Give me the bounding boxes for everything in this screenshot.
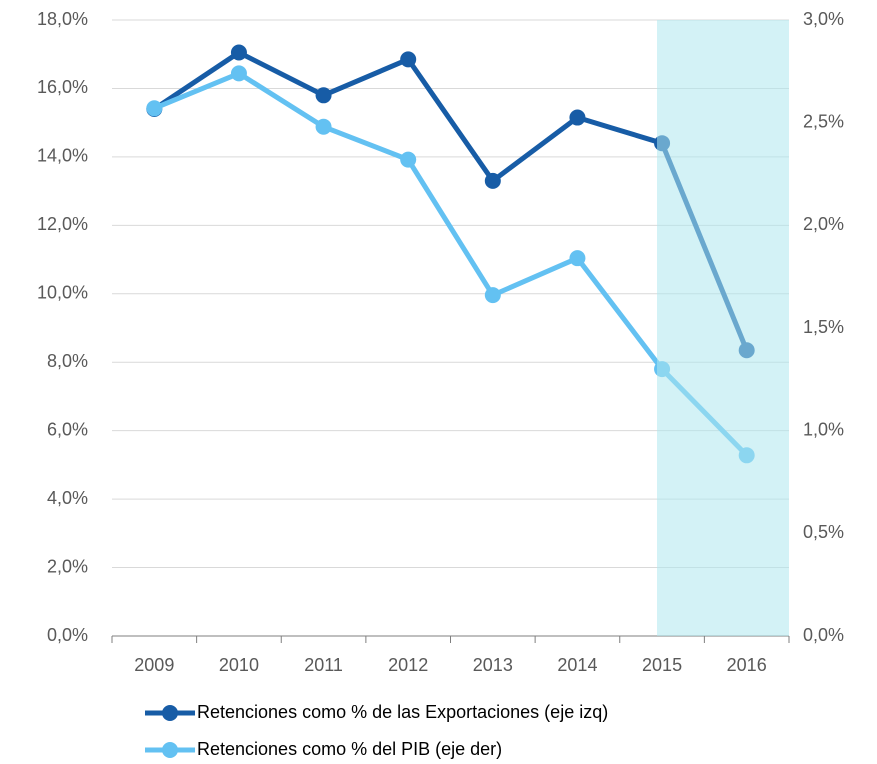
y2-tick-label: 1,5%: [803, 317, 844, 337]
point: [400, 51, 417, 68]
x-tick-label: 2011: [304, 655, 343, 675]
y-tick-label: 14,0%: [37, 146, 88, 166]
x-tick-label: 2010: [219, 655, 259, 675]
y-tick-label: 6,0%: [47, 419, 88, 439]
legend: Retenciones como % de las Exportaciones …: [145, 702, 608, 759]
point: [484, 287, 501, 304]
x-tick-label: 2012: [388, 655, 428, 675]
x-tick-label: 2013: [473, 655, 513, 675]
y-tick-label: 2,0%: [47, 556, 88, 576]
y-tick-label: 0,0%: [47, 625, 88, 645]
y-tick-label: 4,0%: [47, 488, 88, 508]
legend-marker: [162, 742, 178, 758]
y2-tick-label: 2,0%: [803, 214, 844, 234]
y-tick-label: 16,0%: [37, 77, 88, 97]
y2-tick-label: 2,5%: [803, 111, 844, 131]
legend-label: Retenciones como % de las Exportaciones …: [197, 702, 608, 722]
point: [315, 118, 332, 135]
y-tick-label: 12,0%: [37, 214, 88, 234]
y-tick-label: 18,0%: [37, 9, 88, 29]
y2-tick-label: 0,0%: [803, 625, 844, 645]
x-tick-label: 2015: [642, 655, 682, 675]
series-line: [152, 50, 750, 352]
series-line: [153, 70, 749, 458]
x-tick-label: 2009: [134, 655, 174, 675]
legend-marker: [162, 705, 178, 721]
x-tick-label: 2014: [557, 655, 597, 675]
x-tick-label: 2016: [727, 655, 767, 675]
point: [230, 44, 247, 61]
legend-label: Retenciones como % del PIB (eje der): [197, 739, 502, 759]
point: [569, 250, 586, 267]
highlight-region: [657, 20, 789, 636]
y-tick-label: 8,0%: [47, 351, 88, 371]
y2-tick-label: 1,0%: [803, 419, 844, 439]
point: [569, 109, 586, 126]
point: [146, 100, 163, 117]
point: [315, 87, 332, 104]
y-tick-label: 10,0%: [37, 283, 88, 303]
point: [484, 172, 501, 189]
point: [400, 151, 417, 168]
y2-tick-label: 0,5%: [803, 522, 844, 542]
y2-tick-label: 3,0%: [803, 9, 844, 29]
point: [230, 65, 247, 82]
